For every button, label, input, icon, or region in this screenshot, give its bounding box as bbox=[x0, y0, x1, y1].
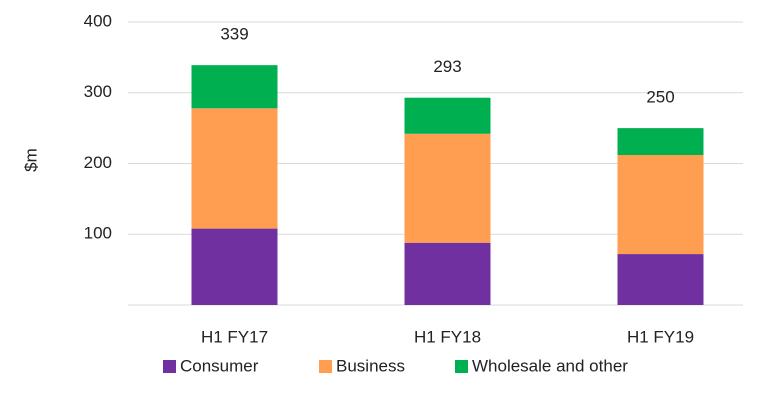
bar-segment bbox=[404, 97, 491, 134]
y-tick-label: 300 bbox=[84, 82, 112, 101]
bar-segment bbox=[617, 155, 704, 255]
x-tick-label: H1 FY19 bbox=[627, 327, 694, 346]
legend-swatch bbox=[319, 360, 332, 373]
legend-label: Business bbox=[336, 356, 405, 375]
legend-swatch bbox=[455, 360, 468, 373]
total-label: 293 bbox=[433, 57, 461, 76]
total-label: 250 bbox=[646, 88, 674, 107]
bar-segment bbox=[617, 128, 704, 156]
bar-segment bbox=[404, 133, 491, 243]
bar-segment bbox=[191, 228, 278, 305]
legend-label: Wholesale and other bbox=[472, 356, 628, 375]
y-tick-label: 400 bbox=[84, 11, 112, 30]
bar-segment bbox=[404, 242, 491, 305]
y-tick-label: 200 bbox=[84, 153, 112, 172]
y-tick-label: 100 bbox=[84, 224, 112, 243]
legend-swatch bbox=[163, 360, 176, 373]
bar-segment bbox=[191, 108, 278, 229]
x-tick-label: H1 FY18 bbox=[414, 327, 481, 346]
x-tick-label: H1 FY17 bbox=[201, 327, 268, 346]
y-axis-label: $m bbox=[21, 148, 40, 172]
legend-label: Consumer bbox=[180, 356, 259, 375]
total-label: 339 bbox=[220, 25, 248, 44]
bar-segment bbox=[617, 254, 704, 305]
bar-segment bbox=[191, 65, 278, 109]
